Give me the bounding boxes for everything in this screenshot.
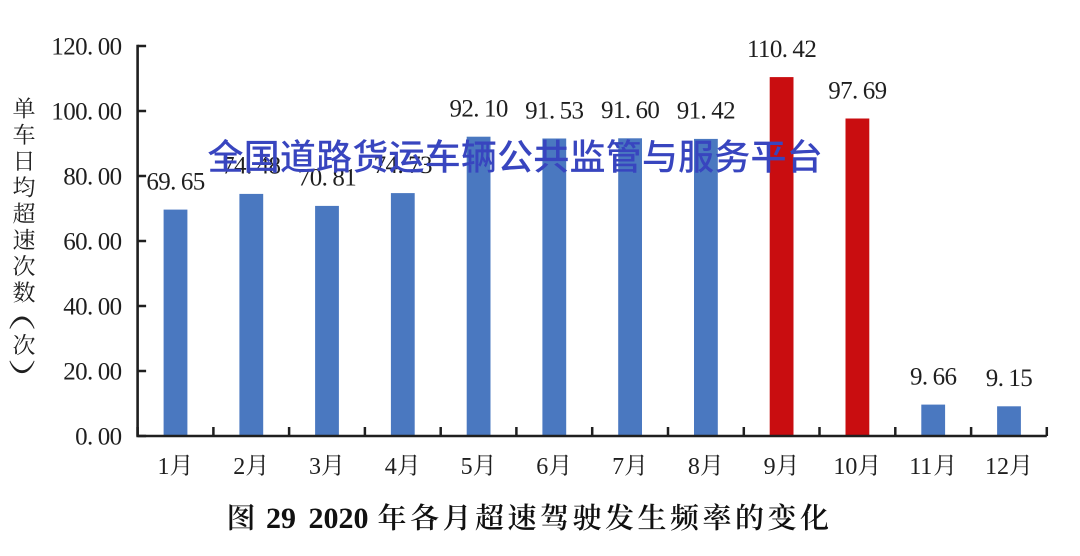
svg-text:7: 7 [612, 454, 624, 480]
svg-text:10: 10 [833, 454, 857, 480]
svg-text:91. 53: 91. 53 [525, 97, 583, 124]
svg-text:12: 12 [985, 454, 1009, 480]
svg-text:40. 00: 40. 00 [63, 293, 121, 320]
svg-text:20. 00: 20. 00 [63, 358, 121, 385]
svg-text:5: 5 [461, 454, 473, 480]
svg-text:100. 00: 100. 00 [51, 98, 121, 125]
svg-text:2020: 2020 [309, 502, 369, 535]
svg-text:9: 9 [764, 454, 776, 480]
svg-text:2: 2 [233, 454, 245, 480]
svg-text:6: 6 [536, 454, 548, 480]
svg-text:29: 29 [266, 502, 296, 535]
svg-text:9. 66: 9. 66 [910, 363, 957, 390]
svg-text:3: 3 [309, 454, 321, 480]
svg-text:8: 8 [688, 454, 700, 480]
svg-text:1: 1 [158, 454, 170, 480]
svg-text:74. 73: 74. 73 [374, 152, 432, 179]
svg-text:92. 10: 92. 10 [449, 96, 507, 123]
svg-text:80. 00: 80. 00 [63, 163, 121, 190]
svg-text:110. 42: 110. 42 [747, 36, 816, 63]
svg-text:4: 4 [385, 454, 397, 480]
svg-text:9. 15: 9. 15 [986, 365, 1033, 392]
svg-text:91. 42: 91. 42 [677, 98, 735, 125]
svg-text:74. 48: 74. 48 [222, 153, 280, 180]
svg-text:11: 11 [909, 454, 932, 480]
svg-text:91. 60: 91. 60 [601, 97, 659, 124]
svg-text:97. 69: 97. 69 [828, 77, 886, 104]
svg-text:69. 65: 69. 65 [146, 168, 204, 195]
svg-text:0. 00: 0. 00 [75, 423, 122, 450]
svg-text:60. 00: 60. 00 [63, 228, 121, 255]
svg-text:120. 00: 120. 00 [51, 33, 121, 60]
